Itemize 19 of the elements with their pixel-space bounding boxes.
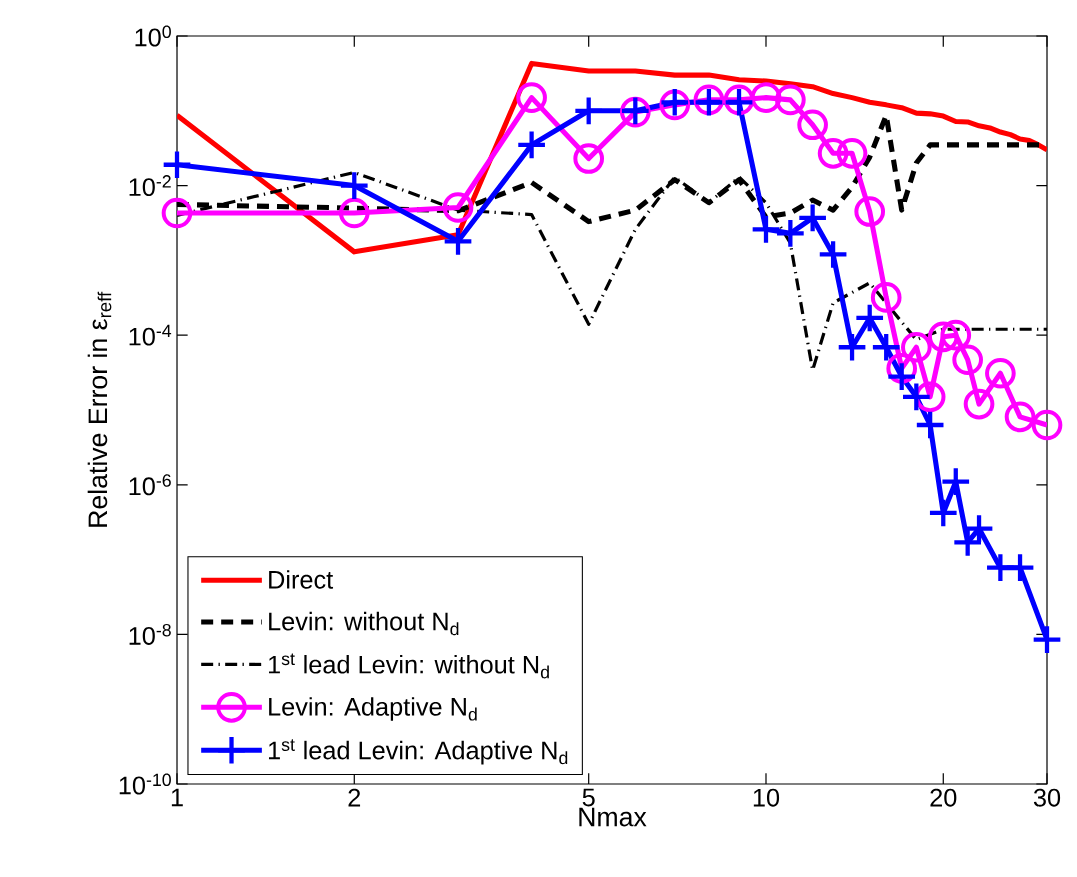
y-tick-label: 10$^{-2}$ xyxy=(129,175,171,197)
y-axis-title: Relative Error in ε$_{reff}$ xyxy=(87,291,112,527)
y-tick-label: 10$^{-10}$ xyxy=(119,773,171,795)
x-tick-label: 1 xyxy=(171,788,183,807)
x-tick-label: 5 xyxy=(582,788,595,807)
legend-label: 1$^{st}$ lead Levin: without N$_{d}$ xyxy=(269,653,549,679)
y-tick-label: 10$^{-8}$ xyxy=(129,623,171,645)
legend-label: Levin: without N$_{d}$ xyxy=(269,611,459,636)
legend-label: 1$^{st}$ lead Levin: Adaptive N$_{d}$ xyxy=(269,739,568,765)
legend-label: Levin: Adaptive N$_{d}$ xyxy=(269,697,477,721)
x-tick-label: 10 xyxy=(753,788,780,807)
y-tick-label: 10$^{0}$ xyxy=(135,25,171,47)
legend-label: Direct xyxy=(269,570,334,589)
x-tick-label: 20 xyxy=(930,788,957,807)
x-axis-title: Nmax xyxy=(579,807,647,827)
x-tick-label: 30 xyxy=(1033,788,1061,807)
y-tick-label: 10$^{-6}$ xyxy=(129,474,171,496)
y-tick-label: 10$^{-4}$ xyxy=(129,324,172,346)
x-tick-label: 2 xyxy=(348,788,361,807)
